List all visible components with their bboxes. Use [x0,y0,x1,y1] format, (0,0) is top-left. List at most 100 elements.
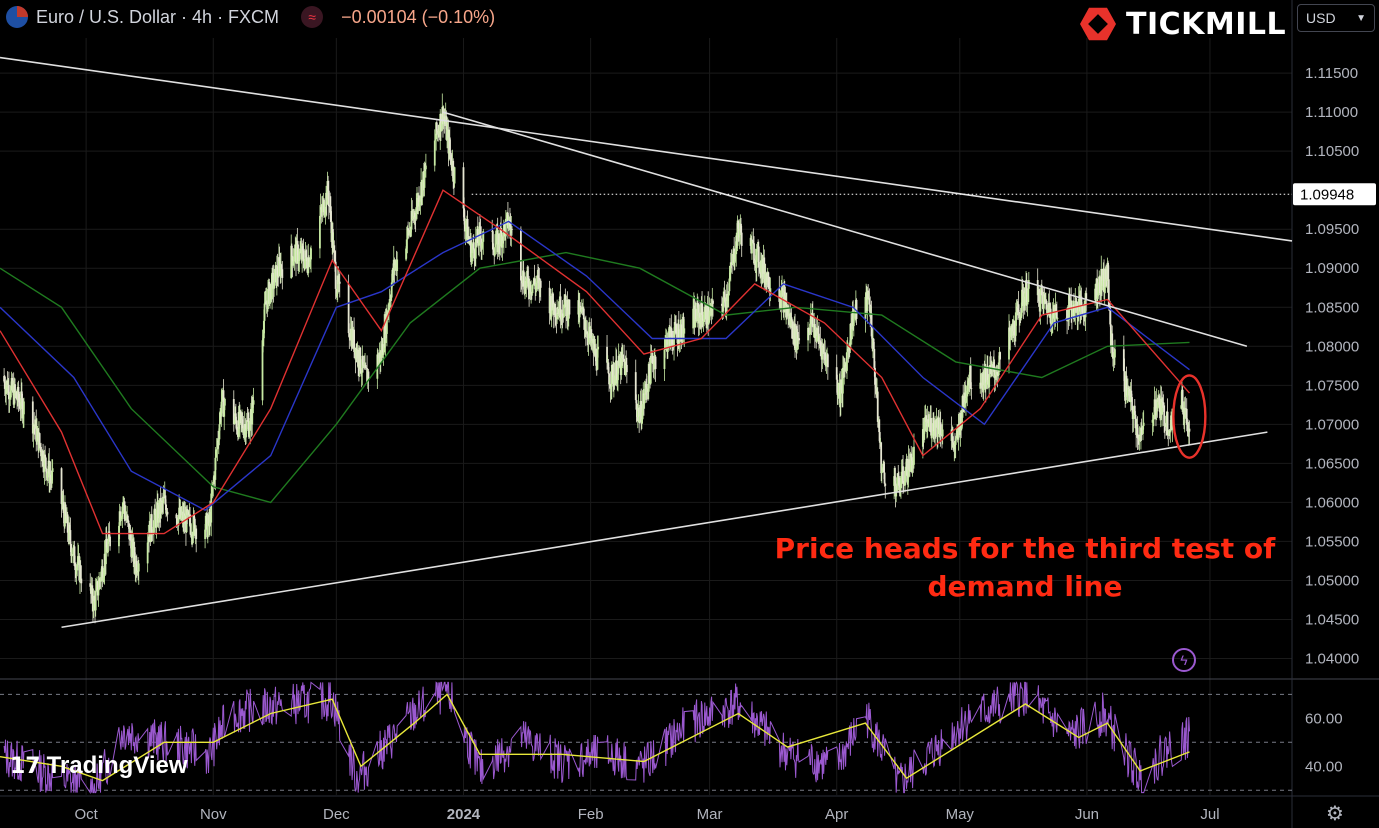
candle-body [1026,302,1029,305]
candle-body [471,248,474,254]
candle-body [673,334,675,348]
candle-body [617,365,619,381]
candle-body [1163,405,1166,427]
candle-body [1101,269,1103,286]
candle-body [327,190,330,207]
candle-body [14,384,16,393]
candle-body [638,407,641,422]
candle-body [503,223,506,226]
candle-body [638,416,641,422]
candle-body [281,269,284,278]
candle-body [843,365,846,371]
candle-body [245,420,248,431]
candle-body [1036,280,1039,296]
candle-body [822,345,824,347]
candle-body [79,565,82,579]
candle-body [969,365,972,389]
candle-body [953,444,956,450]
candle-body [895,485,898,497]
candle-body [68,524,70,540]
candle-body [1180,405,1183,409]
candle-body [120,517,122,522]
symbol-title[interactable]: Euro / U.S. Dollar · 4h · FXCM [36,6,280,27]
highlight-ellipse [1172,374,1207,459]
candle-body [1157,401,1159,409]
candle-body [525,279,528,288]
candle-body [682,316,685,334]
candle-body [836,379,839,395]
candle-body [964,392,967,402]
candle-body [465,228,468,230]
candle-body [913,446,915,465]
candle-body [127,520,130,524]
candle-body [621,352,623,358]
candle-body [614,375,617,386]
candle-body [1017,304,1020,313]
candle-body [1077,311,1079,318]
candle-body [215,451,217,458]
candle-body [13,384,16,405]
candle-body [74,565,77,571]
candle-body [884,483,887,486]
candle-body [46,473,49,478]
candle-body [1099,276,1101,294]
candle-body [993,362,995,371]
candle-body [826,354,829,368]
candle-body [76,565,79,568]
candle-body [407,228,410,231]
candle-body [866,290,869,312]
price-tick-label: 1.05500 [1305,533,1359,550]
candle-body [796,332,798,351]
candle-body [900,484,902,488]
candle-body [636,411,639,418]
candle-body [1158,395,1161,405]
candle-body [1056,317,1059,319]
candle-body [522,270,525,287]
gear-icon[interactable]: ⚙ [1326,803,1344,825]
candle-body [566,299,569,322]
candle-body [323,199,325,216]
candle-body [386,311,388,334]
candle-body [622,354,625,359]
candle-body [320,207,323,210]
candle-body [537,275,539,278]
candle-body [909,453,912,472]
candle-body [1051,312,1054,324]
candle-body [695,308,697,320]
candle-body [941,429,944,437]
candle-body [80,578,83,584]
candle-body [51,468,54,473]
candle-body [924,417,926,423]
candle-body [248,430,251,437]
candle-body [3,375,6,382]
candle-body [820,345,822,348]
candle-body [32,424,35,434]
candle-body [1021,289,1024,292]
candle-body [296,240,299,245]
candle-body [526,270,529,279]
candle-body [390,282,393,298]
candle-body [606,346,608,363]
candle-body [122,503,124,507]
candle-body [222,390,225,417]
candle-body [193,515,196,519]
candle-body [583,319,586,330]
candle-body [753,243,755,264]
candle-body [893,476,896,486]
candle-body [60,468,63,504]
candle-body [440,113,442,131]
wave-icon[interactable]: ≈ [301,6,324,28]
lightning-icon[interactable]: ϟ [1172,648,1196,672]
candle-body [273,269,276,283]
candle-body [1153,415,1155,419]
candle-body [1107,262,1110,280]
candle-body [778,288,781,302]
time-tick-label: Jun [1075,806,1099,823]
candle-body [996,371,999,375]
candle-body [697,302,699,308]
currency-select[interactable]: USD ▼ [1297,4,1375,32]
candle-body [645,384,647,388]
candle-body [902,466,904,483]
candle-body [611,364,614,368]
